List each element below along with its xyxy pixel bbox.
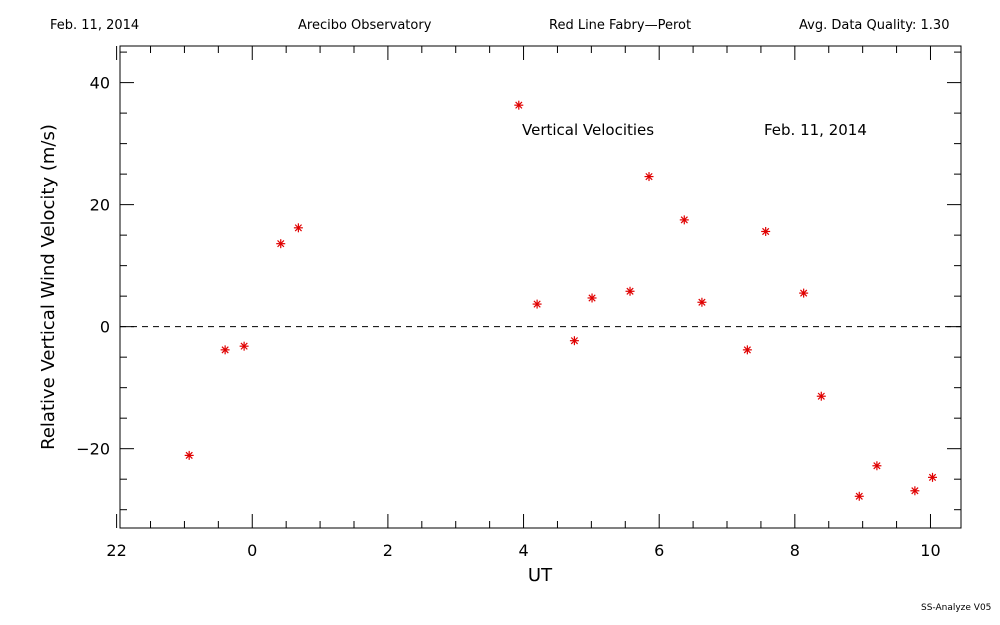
data-point-asterisk [742, 345, 752, 355]
data-point-asterisk [293, 223, 303, 233]
x-axis-label: UT [528, 565, 553, 586]
data-point-asterisk [239, 341, 249, 351]
data-point-asterisk [679, 215, 689, 225]
x-tick-label: 22 [106, 541, 126, 560]
data-point-asterisk [220, 345, 230, 355]
y-tick-label: 40 [90, 74, 110, 93]
plot-frame [119, 45, 962, 529]
data-point-asterisk [587, 293, 597, 303]
annotation-date: Feb. 11, 2014 [764, 121, 867, 139]
data-point-asterisk [910, 486, 920, 496]
data-point-asterisk [816, 391, 826, 401]
data-point-asterisk [514, 100, 524, 110]
data-point-asterisk [872, 461, 882, 471]
data-point-asterisk [928, 472, 938, 482]
x-tick-label: 2 [383, 541, 393, 560]
y-tick-label: 20 [90, 196, 110, 215]
software-version-label: SS-Analyze V05 [921, 603, 992, 613]
y-tick-label: 0 [100, 318, 110, 337]
annotation-vertical-velocities: Vertical Velocities [522, 121, 654, 139]
header-data-quality: Avg. Data Quality: 1.30 [799, 18, 950, 33]
data-point-asterisk [854, 491, 864, 501]
x-tick-label: 8 [790, 541, 800, 560]
data-point-asterisk [761, 226, 771, 236]
y-tick-label: −20 [76, 440, 110, 459]
data-point-asterisk [625, 286, 635, 296]
data-point-asterisk [644, 172, 654, 182]
header-site: Arecibo Observatory [298, 18, 432, 33]
data-point-asterisk [697, 297, 707, 307]
data-point-asterisk [569, 336, 579, 346]
header-instrument: Red Line Fabry—Perot [549, 18, 692, 33]
data-point-asterisk [184, 450, 194, 460]
data-point-asterisk [799, 288, 809, 298]
y-axis-label: Relative Vertical Wind Velocity (m/s) [38, 124, 59, 450]
data-point-asterisk [276, 239, 286, 249]
data-point-asterisk [532, 299, 542, 309]
x-tick-label: 0 [247, 541, 257, 560]
header-date: Feb. 11, 2014 [50, 18, 140, 33]
x-tick-label: 6 [654, 541, 664, 560]
x-tick-label: 10 [920, 541, 940, 560]
x-tick-label: 4 [518, 541, 528, 560]
